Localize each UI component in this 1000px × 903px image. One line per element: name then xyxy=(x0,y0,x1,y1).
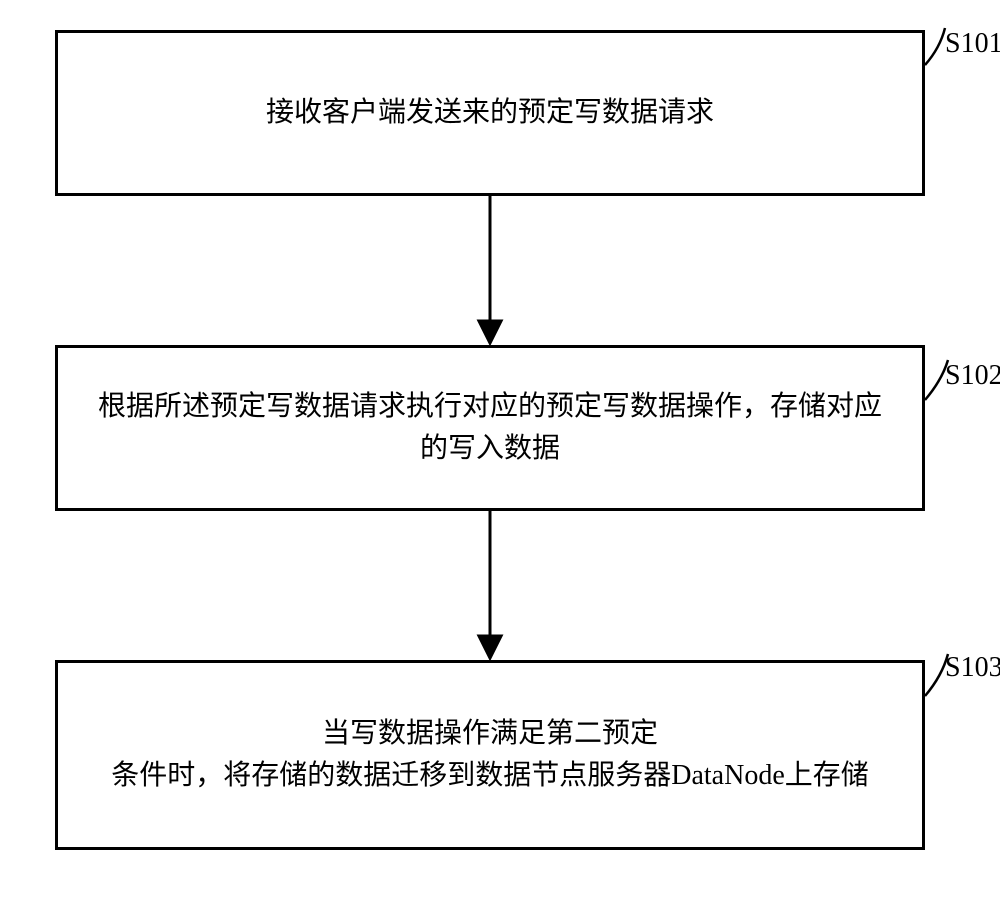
flowchart-canvas: 接收客户端发送来的预定写数据请求根据所述预定写数据请求执行对应的预定写数据操作，… xyxy=(0,0,1000,903)
label-connector-s101 xyxy=(925,28,945,65)
flow-node-text: 当写数据操作满足第二预定 条件时，将存储的数据迁移到数据节点服务器DataNod… xyxy=(111,713,869,797)
flow-node-text: 根据所述预定写数据请求执行对应的预定写数据操作，存储对应的写入数据 xyxy=(86,386,894,470)
flow-node-s101: 接收客户端发送来的预定写数据请求 xyxy=(55,30,925,196)
flow-node-s102: 根据所述预定写数据请求执行对应的预定写数据操作，存储对应的写入数据 xyxy=(55,345,925,511)
step-label-s102: S102 xyxy=(945,360,1000,392)
flow-node-s103: 当写数据操作满足第二预定 条件时，将存储的数据迁移到数据节点服务器DataNod… xyxy=(55,660,925,850)
flow-node-text: 接收客户端发送来的预定写数据请求 xyxy=(266,92,714,134)
step-label-s103: S103 xyxy=(945,652,1000,684)
step-label-s101: S101 xyxy=(945,28,1000,60)
